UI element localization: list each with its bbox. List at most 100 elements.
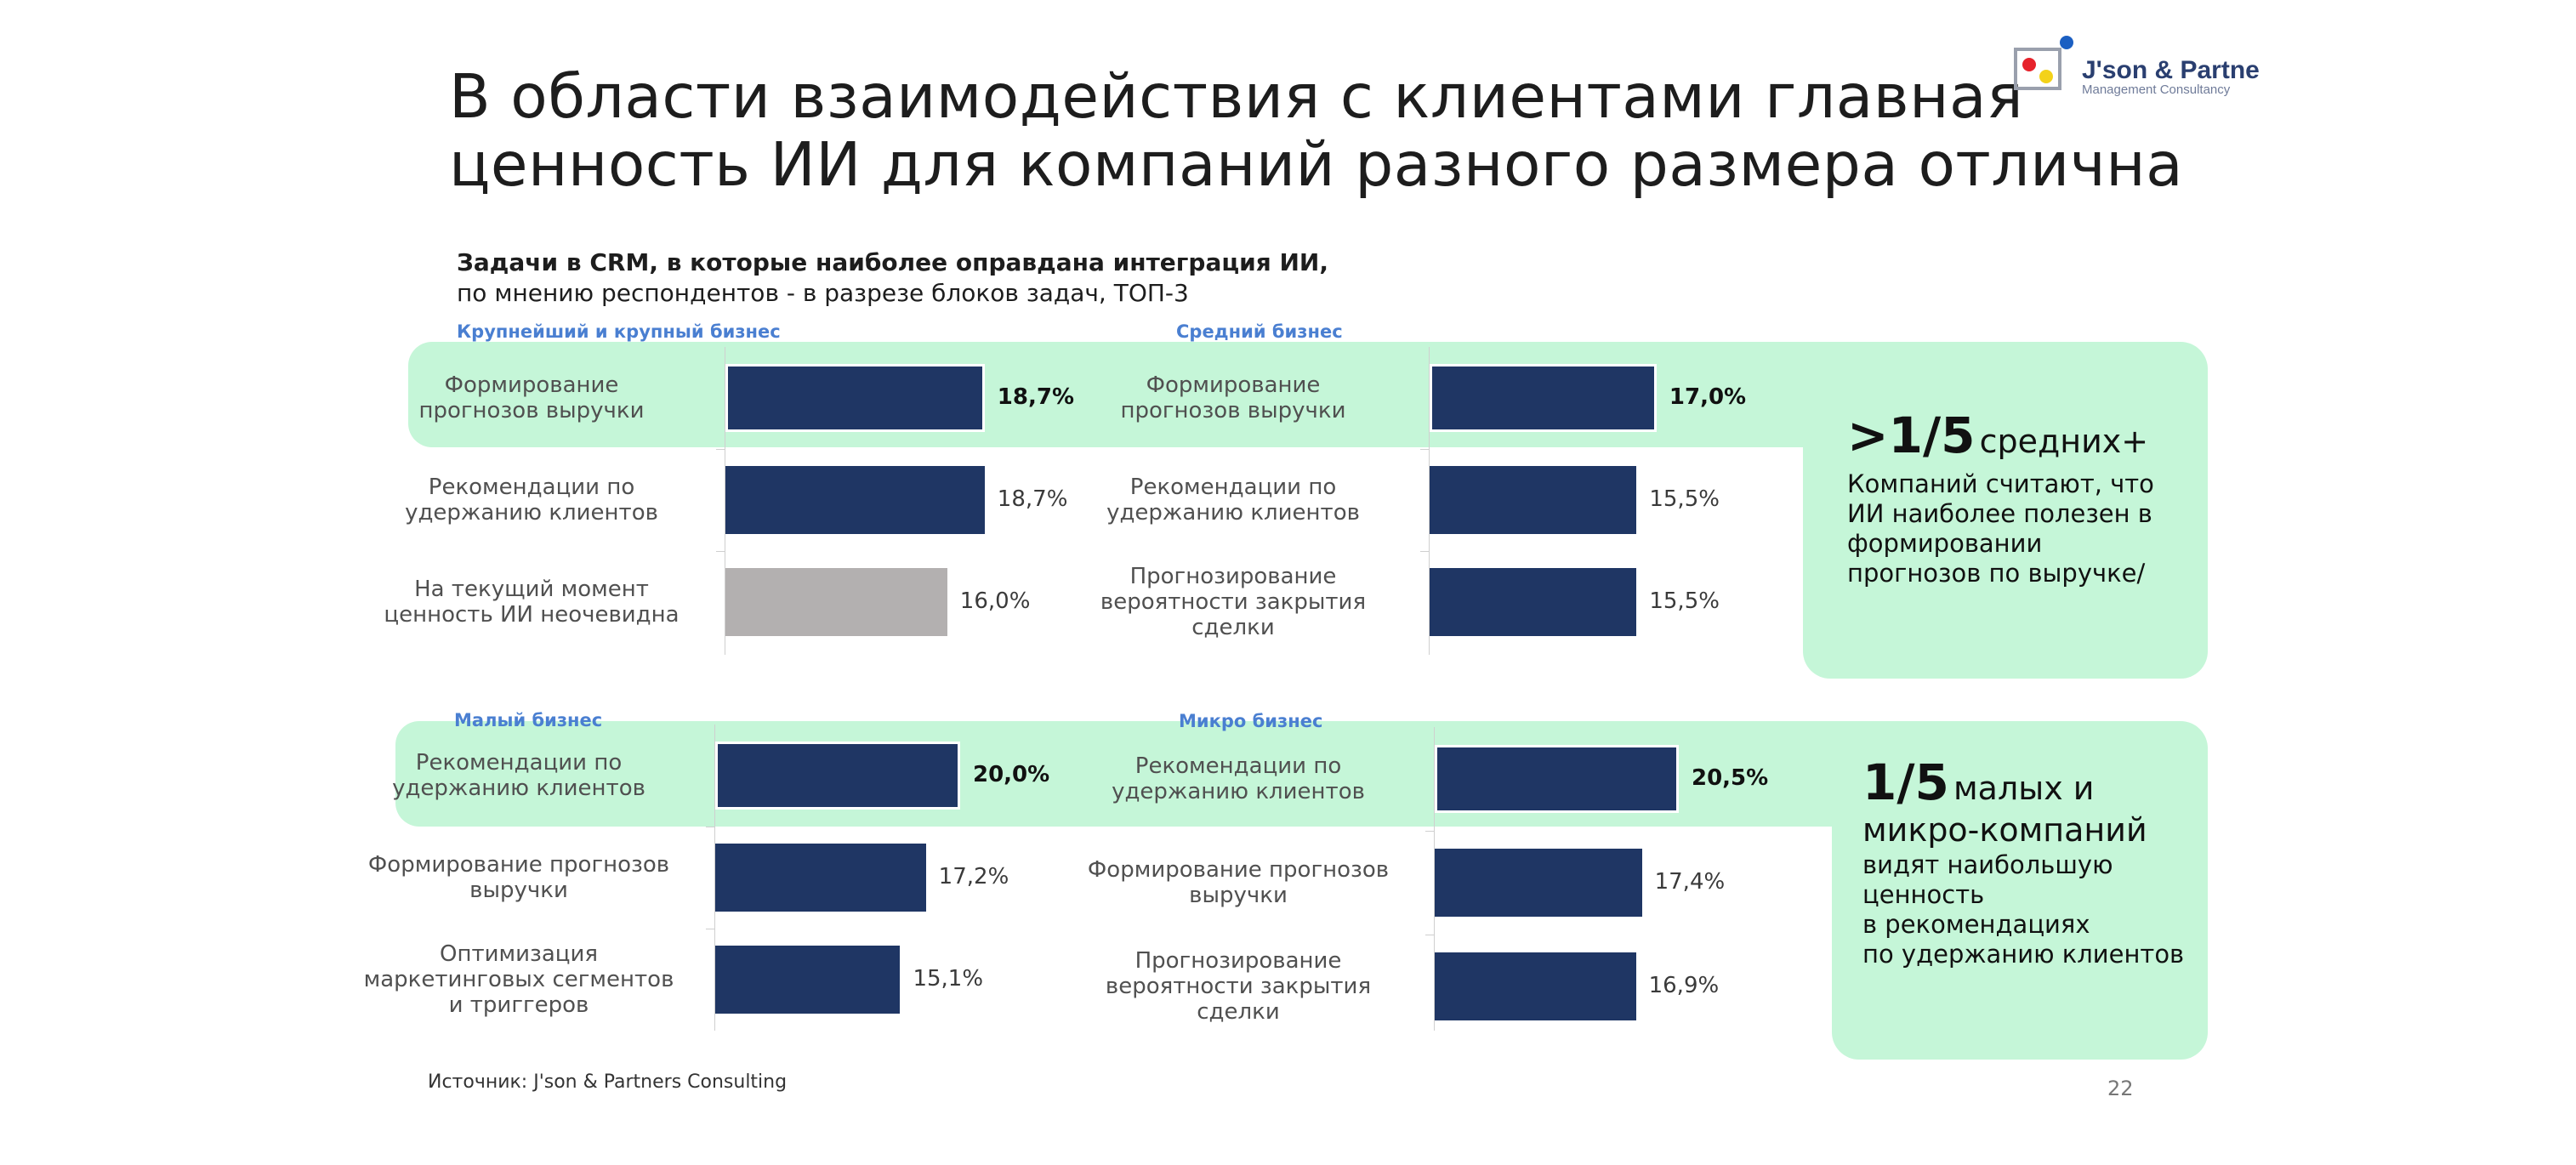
callout-big-value: 1/5 (1862, 753, 1949, 811)
callout-line: в рекомендациях (1862, 910, 2090, 939)
bar (715, 844, 926, 912)
category-label-line: прогнозов выручки (1120, 398, 1346, 423)
value-label: 17,2% (938, 864, 1009, 889)
category-label: Прогнозирование вероятности закрытия сделк… (1060, 948, 1417, 1025)
callout-mid-text: малых и (1953, 770, 2095, 807)
category-label-line: Оптимизация (439, 941, 598, 967)
category-label-line: Формирование (444, 372, 619, 398)
logo-icon: J'son & Partners Management Consultancy (2014, 36, 2283, 97)
category-label: Рекомендации по удержанию клиентов (353, 475, 710, 526)
category-label-line: На текущий момент (414, 577, 649, 602)
category-label-line: Прогнозирование (1134, 948, 1342, 974)
category-label-line: вероятности закрытия (1100, 589, 1367, 615)
bar (1430, 466, 1637, 534)
axis-tick (1425, 831, 1434, 832)
category-label-line: и триггеров (448, 992, 589, 1018)
title-line-1: В области взаимодействия с клиентами гла… (449, 61, 2024, 132)
callout-box-small-micro (1832, 721, 2208, 1060)
value-label: 20,5% (1692, 765, 1769, 791)
category-label-line: удержанию клиентов (1112, 779, 1365, 804)
callout-big-value: >1/5 (1847, 406, 1976, 464)
category-label: Формирование прогнозов выручки (353, 372, 710, 423)
category-label-line: ценность ИИ неочевидна (384, 602, 680, 628)
bar (725, 364, 985, 432)
chart-axis (714, 725, 715, 1031)
category-label-line: Прогнозирование (1129, 564, 1337, 589)
bar (725, 466, 985, 534)
callout-mid-text: средних+ (1979, 423, 2149, 460)
chart-section-title: Малый бизнес (454, 710, 603, 730)
axis-tick (716, 449, 725, 450)
svg-text:J'son & Partners: J'son & Partners (2082, 56, 2260, 84)
category-label-line: вероятности закрытия (1105, 974, 1372, 999)
category-label-line: Формирование прогнозов (1087, 857, 1390, 883)
source-note: Источник: J'son & Partners Consulting (428, 1071, 788, 1093)
value-label: 15,5% (1649, 486, 1720, 512)
bar (1430, 568, 1637, 636)
value-label: 15,5% (1649, 588, 1720, 614)
callout-line: формировании (1847, 529, 2043, 558)
value-label: 15,1% (913, 966, 984, 992)
value-label: 16,9% (1648, 973, 1720, 998)
callout-text-small-micro: 1/5 малых и микро-компаний видят наиболь… (1862, 753, 2203, 969)
category-label: Оптимизация маркетинговых сегментов и триг… (340, 941, 697, 1018)
axis-tick (1420, 449, 1429, 450)
value-label: 17,0% (1669, 384, 1747, 410)
value-label: 17,4% (1654, 869, 1726, 895)
category-label-line: выручки (1189, 883, 1288, 908)
subtitle-bold: Задачи в CRM, в которые наиболее оправда… (457, 248, 1328, 276)
bar (715, 742, 960, 810)
bar (725, 568, 947, 636)
chart-axis (1434, 727, 1435, 1031)
callout-box-medium (1803, 342, 2208, 679)
svg-text:Management Consultancy: Management Consultancy (2082, 82, 2231, 97)
value-label: 20,0% (973, 762, 1050, 787)
title-line-2: ценность ИИ для компаний разного размера… (449, 129, 2184, 200)
subtitle-normal: по мнению респондентов - в разрезе блоко… (457, 279, 1189, 307)
category-label-line: маркетинговых сегментов (363, 967, 674, 992)
bar (1435, 952, 1636, 1020)
chart-section-title: Средний бизнес (1176, 321, 1343, 342)
value-label: 18,7% (997, 384, 1074, 410)
category-label: На текущий момент ценность ИИ неочевидна (353, 577, 710, 628)
category-label: Рекомендации по удержанию клиентов (1055, 475, 1412, 526)
page-title: В области взаимодействия с клиентами гла… (449, 63, 2303, 199)
category-label-line: удержанию клиентов (1106, 500, 1360, 526)
callout-line: по удержанию клиентов (1862, 940, 2185, 969)
category-label-line: Формирование (1146, 372, 1321, 398)
callout-line: Компаний считают, что (1847, 469, 2154, 498)
company-logo: J'son & Partners Management Consultancy (2014, 34, 2283, 102)
bar (1430, 364, 1657, 432)
category-label-line: удержанию клиентов (392, 776, 645, 801)
bar (1435, 745, 1679, 813)
callout-line: прогнозов по выручке/ (1847, 559, 2146, 588)
category-label-line: прогнозов выручки (418, 398, 645, 423)
callout-text-medium: >1/5 средних+ Компаний считают, что ИИ н… (1847, 406, 2196, 588)
page-number: 22 (2107, 1077, 2134, 1100)
category-label-line: выручки (469, 878, 568, 903)
category-label-line: Формирование прогнозов (367, 852, 670, 878)
category-label: Формирование прогнозов выручки (1060, 857, 1417, 908)
bar (1435, 849, 1642, 917)
category-label-line: Рекомендации по (1129, 475, 1337, 500)
category-label-line: сделки (1191, 615, 1275, 640)
category-label-line: Рекомендации по (415, 750, 623, 776)
axis-tick (1420, 551, 1429, 552)
chart-subtitle: Задачи в CRM, в которые наиболее оправда… (457, 247, 1328, 309)
category-label-line: удержанию клиентов (405, 500, 658, 526)
axis-tick (716, 551, 725, 552)
chart-section-title: Крупнейший и крупный бизнес (457, 321, 781, 342)
bar (715, 946, 901, 1014)
value-label: 16,0% (959, 588, 1031, 614)
category-label-line: Рекомендации по (428, 475, 635, 500)
chart-section-title: Микро бизнес (1179, 711, 1323, 731)
chart-axis (1429, 347, 1430, 655)
category-label-line: сделки (1197, 999, 1280, 1025)
category-label: Рекомендации по удержанию клиентов (1060, 753, 1417, 804)
category-label-line: Рекомендации по (1134, 753, 1342, 779)
category-label: Рекомендации по удержанию клиентов (340, 750, 697, 801)
category-label: Прогнозирование вероятности закрытия сделк… (1055, 564, 1412, 640)
category-label: Формирование прогнозов выручки (340, 852, 697, 903)
callout-line: ценность (1862, 880, 1985, 909)
callout-line: видят наибольшую (1862, 850, 2113, 879)
